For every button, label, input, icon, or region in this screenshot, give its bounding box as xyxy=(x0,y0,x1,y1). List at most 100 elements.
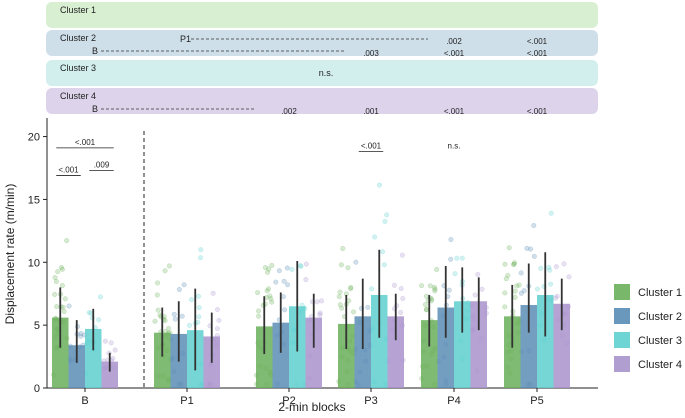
legend-swatch xyxy=(614,284,630,300)
raw-data-point xyxy=(58,264,65,271)
comparison-panel xyxy=(46,60,598,86)
raw-data-point xyxy=(102,338,108,344)
x-tick-label: P1 xyxy=(180,395,193,407)
raw-data-point xyxy=(318,298,325,304)
y-tick-label: 10 xyxy=(28,257,40,269)
bar xyxy=(154,332,171,388)
raw-data-point xyxy=(512,260,518,266)
raw-data-point xyxy=(303,261,309,267)
raw-data-point xyxy=(512,294,518,300)
raw-data-point xyxy=(285,282,291,288)
raw-data-point xyxy=(189,297,195,303)
raw-data-point xyxy=(514,283,520,289)
raw-data-point xyxy=(446,287,452,293)
raw-data-point xyxy=(266,286,272,292)
raw-data-point xyxy=(518,270,524,276)
bar xyxy=(371,294,388,388)
raw-data-point xyxy=(281,278,287,284)
raw-data-point xyxy=(399,252,405,258)
raw-data-point xyxy=(66,303,72,309)
comparison-summary: n.s. xyxy=(319,68,334,78)
legend-swatch xyxy=(614,308,630,324)
raw-data-point xyxy=(154,280,161,286)
raw-data-point xyxy=(280,294,286,300)
raw-data-point xyxy=(108,340,114,346)
raw-data-point xyxy=(176,286,182,293)
raw-data-point xyxy=(165,325,172,331)
raw-data-point xyxy=(337,302,343,308)
raw-data-point xyxy=(197,255,204,261)
raw-data-point xyxy=(505,272,511,278)
x-tick-label: P3 xyxy=(364,395,377,407)
significance-label: n.s. xyxy=(448,141,461,150)
comparison-reference: B xyxy=(92,46,98,56)
raw-data-point xyxy=(554,293,560,299)
raw-data-point xyxy=(516,282,522,288)
raw-data-point xyxy=(60,304,66,310)
raw-data-point xyxy=(265,269,271,275)
bar xyxy=(52,317,69,388)
raw-data-point xyxy=(86,310,92,316)
raw-data-point xyxy=(53,278,59,285)
legend-label: Cluster 1 xyxy=(638,287,682,299)
raw-data-point xyxy=(314,299,320,305)
raw-data-point xyxy=(196,314,202,320)
raw-data-point xyxy=(432,286,438,292)
raw-data-point xyxy=(431,284,437,290)
comparison-reference: B xyxy=(92,104,98,114)
raw-data-point xyxy=(198,247,204,253)
comparison-panel xyxy=(46,2,598,28)
comparison-panel xyxy=(46,30,598,56)
raw-data-point xyxy=(566,274,572,280)
raw-data-point xyxy=(547,267,553,273)
comparison-reference: P1 xyxy=(180,34,191,44)
raw-data-point xyxy=(548,281,554,287)
legend-swatch xyxy=(614,332,630,348)
raw-data-point xyxy=(195,293,201,299)
raw-data-point xyxy=(510,261,517,267)
bar xyxy=(338,323,355,388)
raw-data-point xyxy=(276,268,282,274)
bar xyxy=(256,326,273,388)
raw-data-point xyxy=(97,294,103,300)
raw-data-point xyxy=(154,292,160,298)
raw-data-point xyxy=(64,238,70,244)
raw-data-point xyxy=(172,316,178,322)
bar xyxy=(421,320,438,388)
raw-data-point xyxy=(338,262,344,268)
raw-data-point xyxy=(186,322,193,328)
raw-data-point xyxy=(521,288,527,294)
raw-data-point xyxy=(511,261,517,267)
comparison-panel-title: Cluster 2 xyxy=(60,33,96,43)
raw-data-point xyxy=(518,290,524,296)
raw-data-point xyxy=(398,309,404,315)
raw-data-point xyxy=(534,286,541,292)
raw-data-point xyxy=(506,245,512,251)
comparison-p-value: <.001 xyxy=(527,49,548,58)
raw-data-point xyxy=(78,330,84,337)
comparison-panel-title: Cluster 3 xyxy=(60,63,96,73)
raw-data-point xyxy=(336,294,342,300)
raw-data-point xyxy=(454,255,460,261)
raw-data-point xyxy=(255,313,262,319)
comparison-p-value: <.001 xyxy=(444,107,465,116)
raw-data-point xyxy=(268,296,274,302)
y-tick-label: 5 xyxy=(34,320,40,332)
raw-data-point xyxy=(448,236,454,243)
raw-data-point xyxy=(317,310,323,316)
raw-data-point xyxy=(531,222,537,229)
raw-data-point xyxy=(382,218,388,225)
bar xyxy=(387,316,404,388)
raw-data-point xyxy=(422,302,428,308)
raw-data-point xyxy=(391,282,397,288)
raw-data-point xyxy=(502,304,508,310)
raw-data-point xyxy=(427,283,433,289)
raw-data-point xyxy=(381,262,387,268)
raw-data-point xyxy=(524,245,530,251)
x-tick-label: P5 xyxy=(530,395,543,407)
raw-data-point xyxy=(475,271,481,277)
raw-data-point xyxy=(317,312,323,318)
raw-data-point xyxy=(348,286,354,292)
y-tick-label: 20 xyxy=(28,132,40,144)
raw-data-point xyxy=(398,285,404,292)
